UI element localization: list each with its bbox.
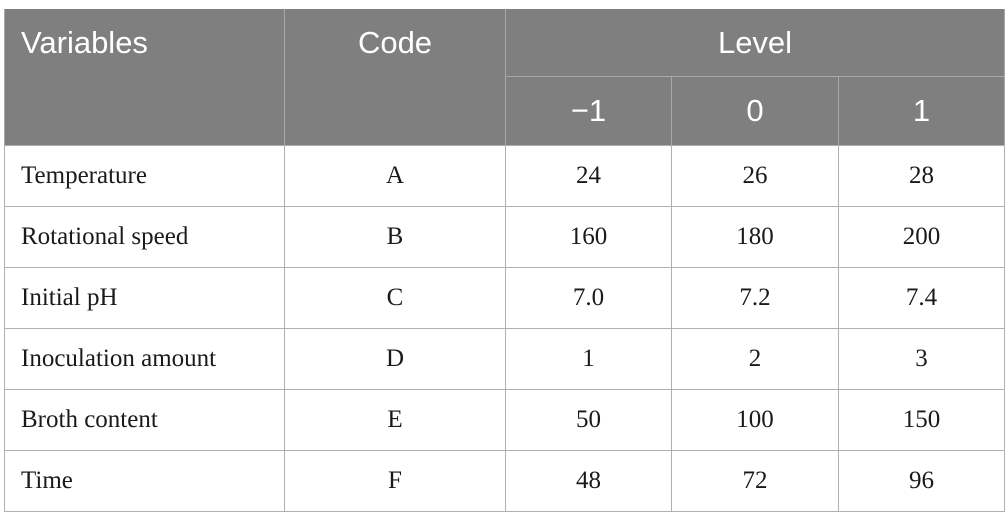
level-minus-1-cell: 48 <box>505 450 672 512</box>
level-1-cell: 150 <box>837 389 1005 451</box>
level-0-cell: 2 <box>671 328 839 390</box>
level-minus-1-cell: 50 <box>505 389 672 451</box>
table-row: Time F 48 72 96 <box>4 450 1005 512</box>
table-row: Broth content E 50 100 150 <box>4 389 1005 451</box>
header-row-2: −1 0 1 <box>5 76 1005 146</box>
level-0-cell: 26 <box>671 145 839 207</box>
code-cell: C <box>284 267 506 329</box>
code-cell: D <box>284 328 506 390</box>
variable-cell: Time <box>4 450 285 512</box>
header-level-1: 1 <box>837 76 1005 146</box>
level-1-cell: 28 <box>837 145 1005 207</box>
code-cell: E <box>284 389 506 451</box>
variables-levels-table: Variables Code Level −1 0 1 Temperature … <box>4 9 1005 512</box>
header-level-0: 0 <box>671 76 839 146</box>
level-minus-1-cell: 160 <box>505 206 672 268</box>
variable-cell: Rotational speed <box>4 206 285 268</box>
header-level: Level <box>504 9 1005 77</box>
code-cell: A <box>284 145 506 207</box>
level-1-cell: 7.4 <box>837 267 1005 329</box>
level-0-cell: 180 <box>671 206 839 268</box>
code-cell: F <box>284 450 506 512</box>
variable-cell: Initial pH <box>4 267 285 329</box>
variable-cell: Temperature <box>4 145 285 207</box>
table-row: Rotational speed B 160 180 200 <box>4 206 1005 268</box>
level-minus-1-cell: 1 <box>505 328 672 390</box>
header-variables: Variables <box>4 9 285 146</box>
table-row: Temperature A 24 26 28 <box>4 145 1005 207</box>
variable-cell: Broth content <box>4 389 285 451</box>
table-header: Variables Code Level −1 0 1 <box>4 9 1005 146</box>
data-table-container: Variables Code Level −1 0 1 Temperature … <box>4 9 1005 512</box>
level-0-cell: 7.2 <box>671 267 839 329</box>
level-0-cell: 100 <box>671 389 839 451</box>
table-row: Inoculation amount D 1 2 3 <box>4 328 1005 390</box>
level-minus-1-cell: 7.0 <box>505 267 672 329</box>
level-1-cell: 3 <box>837 328 1005 390</box>
level-minus-1-cell: 24 <box>505 145 672 207</box>
level-1-cell: 200 <box>837 206 1005 268</box>
table-row: Initial pH C 7.0 7.2 7.4 <box>4 267 1005 329</box>
code-cell: B <box>284 206 506 268</box>
level-0-cell: 72 <box>671 450 839 512</box>
header-level-minus-1: −1 <box>505 76 672 146</box>
table-body: Temperature A 24 26 28 Rotational speed … <box>4 145 1005 512</box>
header-row-1: Variables Code Level <box>4 9 1005 146</box>
level-1-cell: 96 <box>837 450 1005 512</box>
header-code: Code <box>284 9 506 146</box>
variable-cell: Inoculation amount <box>4 328 285 390</box>
